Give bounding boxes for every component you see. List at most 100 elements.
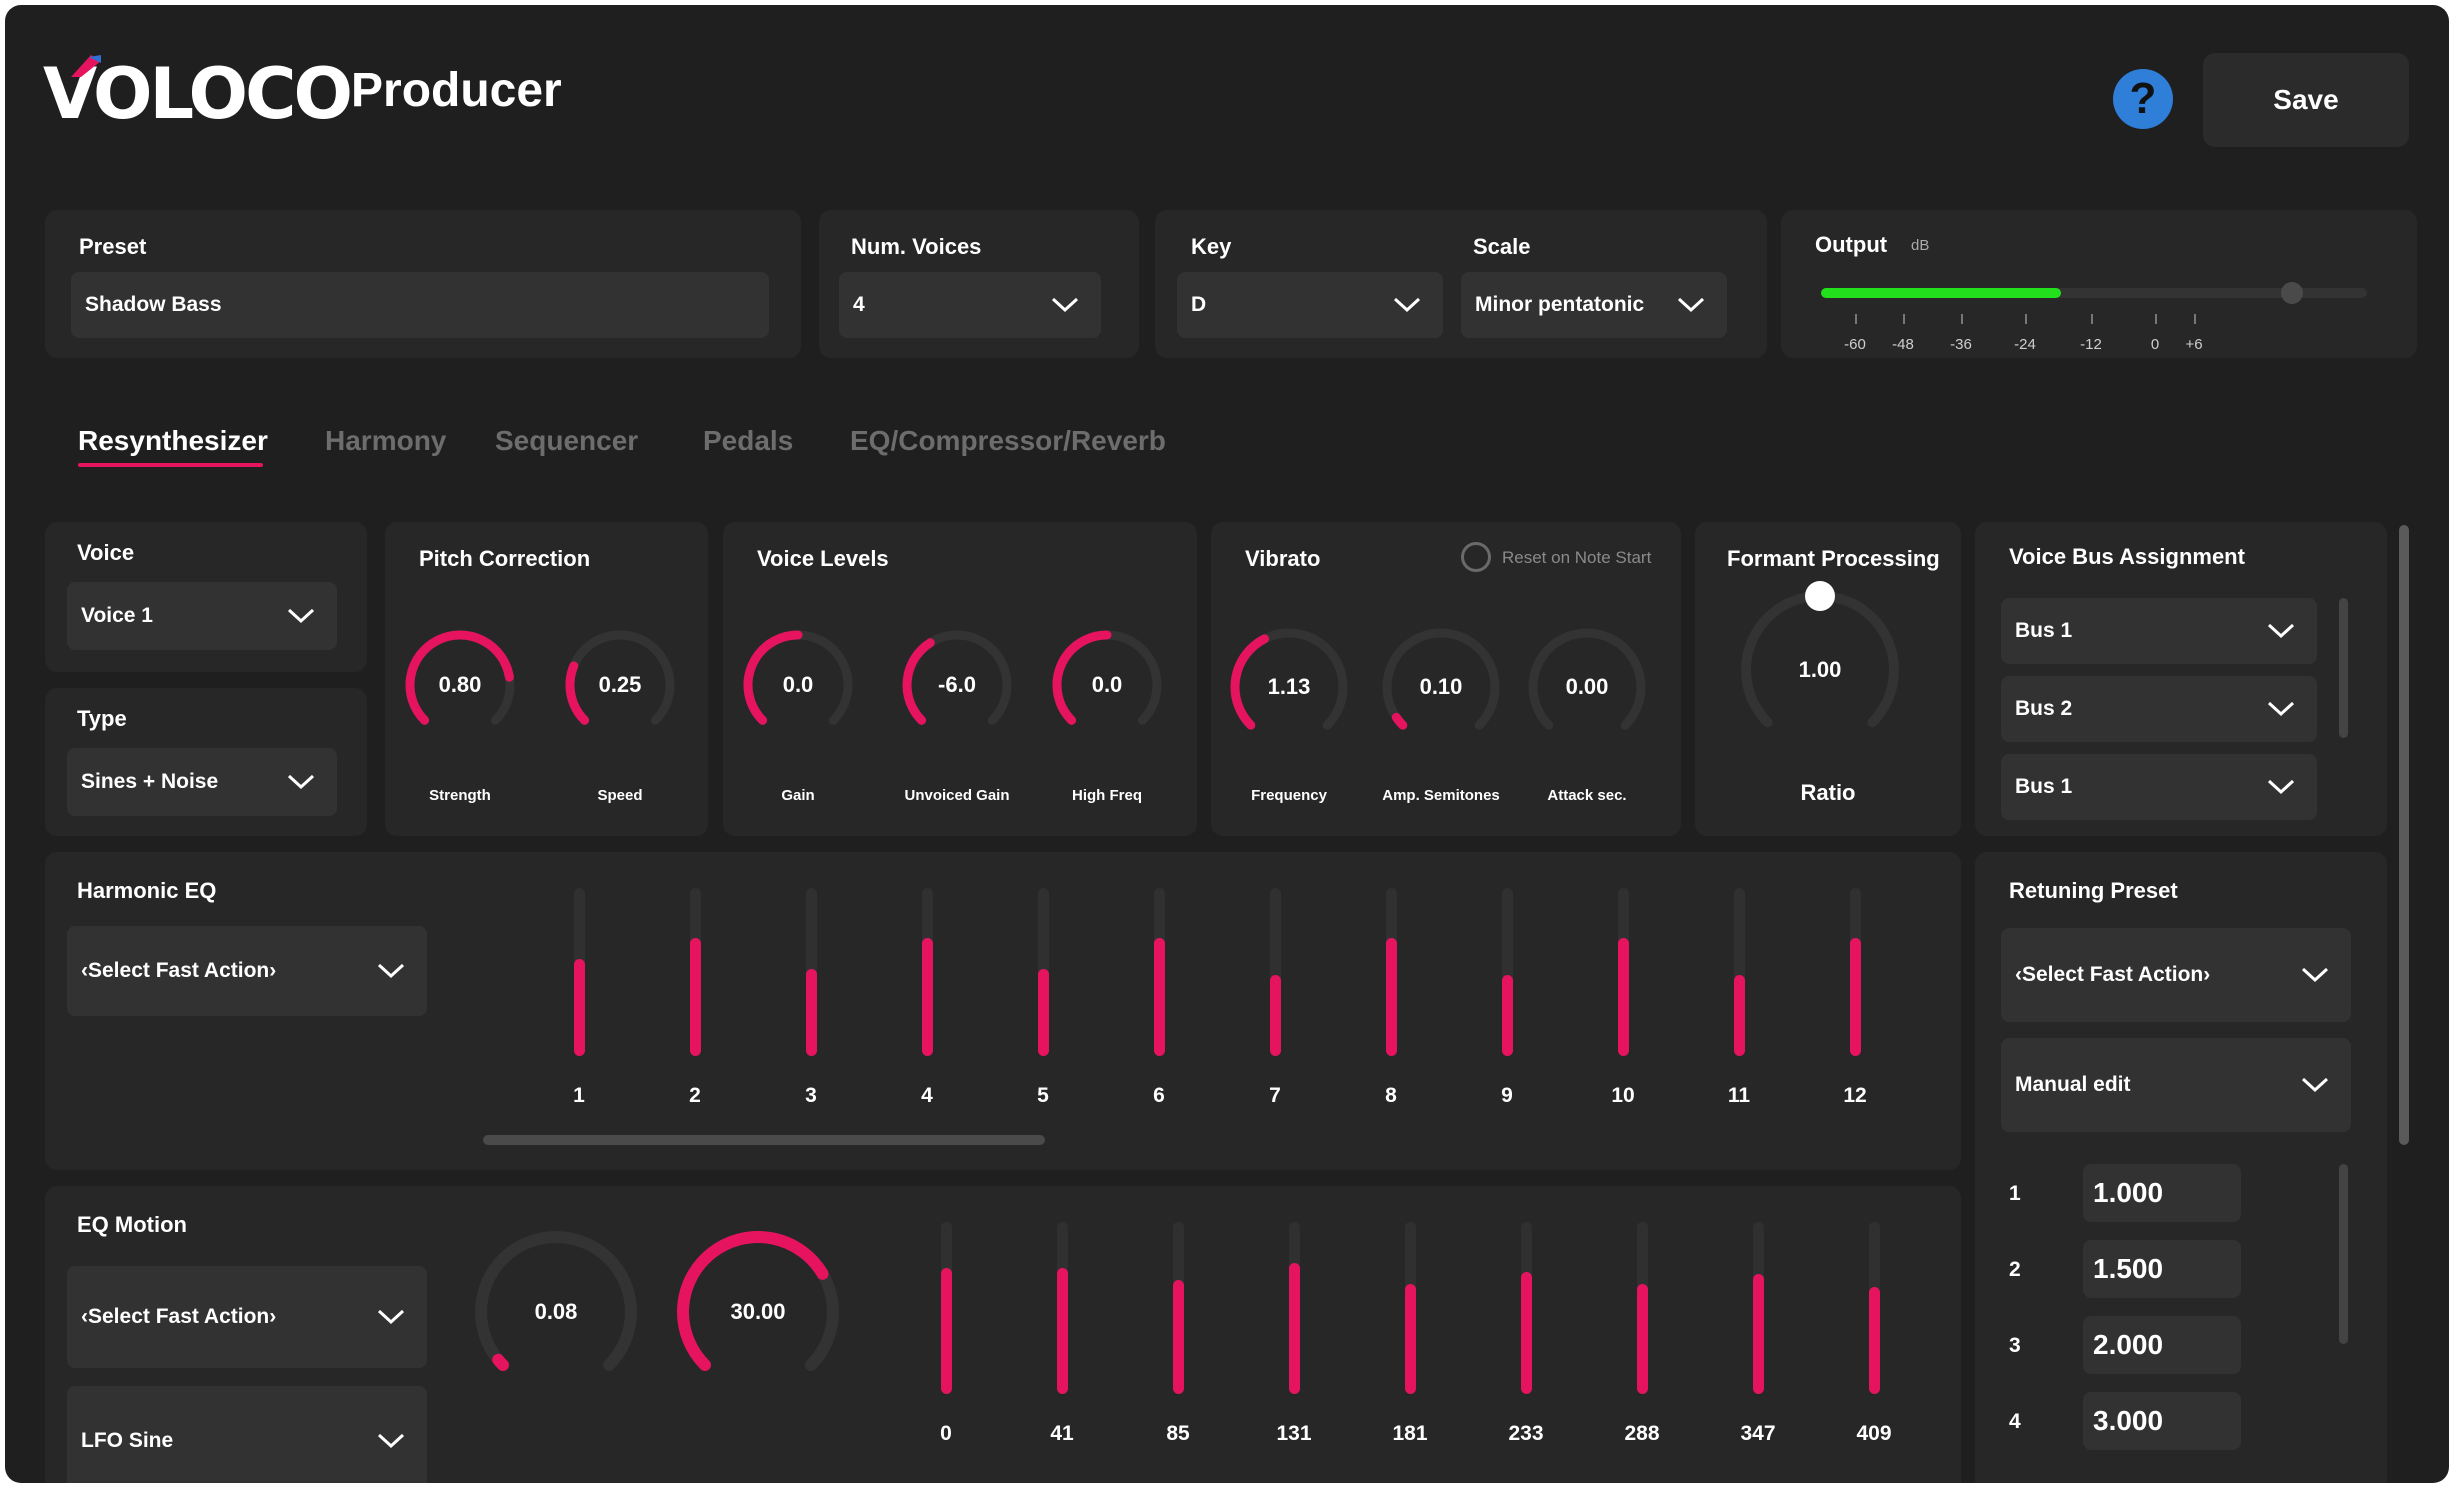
voice-bus-dropdown-1[interactable]: Bus 1 [2001, 598, 2317, 664]
help-button[interactable]: ? [2113, 69, 2173, 129]
harmonic-eq-slider-4[interactable] [922, 888, 933, 1056]
eq-motion-slider-409[interactable] [1869, 1222, 1880, 1394]
harmonic-eq-bars: 12345678910111213 [445, 852, 1903, 1152]
eq-motion-fast-action-dropdown[interactable]: ‹Select Fast Action› [67, 1266, 427, 1368]
scale-value: Minor pentatonic [1475, 293, 1645, 316]
eq-motion-slider-181[interactable] [1405, 1222, 1416, 1394]
harmonic-eq-slider-5[interactable] [1038, 888, 1049, 1056]
tab-harmony[interactable]: Harmony [325, 425, 447, 456]
voice-bus-scrollbar[interactable] [2339, 598, 2348, 738]
harmonic-eq-slider-label: 6 [1153, 1084, 1165, 1107]
eq-motion-slider-0[interactable] [941, 1222, 952, 1394]
eq-motion-slider-label: 347 [1740, 1422, 1776, 1445]
voice-bus-value: Bus 2 [2015, 697, 2073, 720]
harmonic-eq-slider-label: 4 [921, 1084, 933, 1107]
eq-motion-slider-level [1057, 1268, 1068, 1394]
eq-motion-slider-85[interactable] [1173, 1222, 1184, 1394]
voice-label: Voice [77, 540, 135, 565]
retuning-value-input-4[interactable]: 3.000 [2083, 1392, 2241, 1450]
harmonic-eq-slider-3[interactable] [806, 888, 817, 1056]
key-value: D [1191, 293, 1207, 316]
harmonic-eq-slider-7[interactable] [1270, 888, 1281, 1056]
voices-dropdown[interactable]: 4 [839, 272, 1101, 338]
chevron-down-icon [287, 608, 315, 624]
voice-bus-dropdown-2[interactable]: Bus 2 [2001, 676, 2317, 742]
chevron-down-icon [2267, 701, 2295, 717]
chevron-down-icon [2267, 779, 2295, 795]
output-gain-slider-thumb[interactable] [2281, 282, 2303, 304]
harmonic-eq-slider-9[interactable] [1502, 888, 1513, 1056]
voice-bus-dropdown-3[interactable]: Bus 1 [2001, 754, 2317, 820]
save-button[interactable]: Save [2203, 53, 2409, 147]
tab-eq-compressor-reverb[interactable]: EQ/Compressor/Reverb [850, 425, 1166, 456]
retuning-row-index: 1 [2009, 1182, 2021, 1205]
page-scrollbar[interactable] [2399, 525, 2409, 1145]
scale-dropdown[interactable]: Minor pentatonic [1461, 272, 1727, 338]
tab-sequencer[interactable]: Sequencer [495, 425, 639, 456]
harmonic-eq-slider-6[interactable] [1154, 888, 1165, 1056]
tab-resynthesizer[interactable]: Resynthesizer [78, 425, 268, 456]
gain-knob-label: Gain [781, 787, 815, 804]
retuning-value-input-2[interactable]: 1.500 [2083, 1240, 2241, 1298]
retuning-value-input-1[interactable]: 1.000 [2083, 1164, 2241, 1222]
high-freq-knob-label: High Freq [1072, 787, 1142, 804]
harmonic-eq-slider-level [1850, 938, 1861, 1056]
harmonic-eq-slider-label: 2 [689, 1084, 701, 1107]
harmonic-eq-slider-level [690, 938, 701, 1056]
harmonic-eq-slider-10[interactable] [1618, 888, 1629, 1056]
eq-motion-slider-level [1753, 1273, 1764, 1394]
eq-motion-slider-233[interactable] [1521, 1222, 1532, 1394]
gain-knob-value: 0.0 [782, 672, 814, 697]
harmonic-eq-scrollbar[interactable] [483, 1135, 1045, 1145]
voices-value: 4 [853, 293, 865, 316]
output-label: Output [1815, 232, 1888, 257]
eq-motion-slider-347[interactable] [1753, 1222, 1764, 1394]
retuning-value-input-3[interactable]: 2.000 [2083, 1316, 2241, 1374]
harmonic-eq-slider-label: 11 [1727, 1084, 1751, 1107]
voices-panel: Num. Voices 4 [819, 210, 1139, 358]
eq-motion-slider-288[interactable] [1637, 1222, 1648, 1394]
output-tick-label: -12 [2080, 336, 2102, 353]
harmonic-eq-slider-11[interactable] [1734, 888, 1745, 1056]
eq-motion-slider-level [1173, 1280, 1184, 1394]
harmonic-eq-slider-12[interactable] [1850, 888, 1861, 1056]
preset-input[interactable]: Shadow Bass [71, 272, 769, 338]
harmonic-eq-slider-level [1618, 938, 1629, 1056]
retuning-mode-dropdown[interactable]: Manual edit [2001, 1038, 2351, 1132]
eq-motion-slider-label: 181 [1392, 1422, 1428, 1445]
tab-pedals[interactable]: Pedals [703, 425, 794, 456]
chevron-down-icon [2267, 623, 2295, 639]
harmonic-eq-fast-action-dropdown[interactable]: ‹Select Fast Action› [67, 926, 427, 1016]
retuning-fast-action-dropdown[interactable]: ‹Select Fast Action› [2001, 928, 2351, 1022]
eq-motion-slider-41[interactable] [1057, 1222, 1068, 1394]
type-panel: Type Sines + Noise [45, 688, 367, 836]
eq-motion-slider-level [941, 1268, 952, 1394]
type-dropdown[interactable]: Sines + Noise [67, 748, 337, 816]
lfo-amount-knob-value: 30.00 [730, 1299, 786, 1324]
reset-on-note-start-toggle[interactable] [1461, 542, 1491, 572]
output-tick-mark [2155, 314, 2157, 324]
harmonic-eq-slider-8[interactable] [1386, 888, 1397, 1056]
harmonic-eq-fast-action-value: ‹Select Fast Action› [81, 959, 277, 982]
harmonic-eq-slider-label: 10 [1611, 1084, 1635, 1107]
eq-motion-slider-131[interactable] [1289, 1222, 1300, 1394]
strength-knob-value: 0.80 [438, 672, 482, 697]
frequency-knob-value: 1.13 [1267, 674, 1311, 699]
chevron-down-icon [1051, 297, 1079, 313]
retuning-value: 3.000 [2093, 1405, 2164, 1436]
eq-motion-title: EQ Motion [77, 1212, 187, 1237]
harmonic-eq-slider-2[interactable] [690, 888, 701, 1056]
harmonic-eq-slider-label: 9 [1501, 1084, 1513, 1107]
key-dropdown[interactable]: D [1177, 272, 1443, 338]
voice-dropdown[interactable]: Voice 1 [67, 582, 337, 650]
eq-motion-slider-level [1289, 1263, 1300, 1394]
harmonic-eq-slider-level [1038, 968, 1049, 1056]
lfo-shape-dropdown[interactable]: LFO Sine [67, 1386, 427, 1483]
eq-motion-slider-label: 233 [1508, 1422, 1544, 1445]
harmonic-eq-slider-1[interactable] [574, 888, 585, 1056]
attack-knob-label: Attack sec. [1547, 787, 1627, 804]
harmonic-eq-slider-level [1502, 975, 1513, 1056]
retuning-scrollbar[interactable] [2339, 1164, 2348, 1344]
harmonic-eq-slider-label: 3 [805, 1084, 817, 1107]
frequency-knob-label: Frequency [1251, 787, 1327, 804]
